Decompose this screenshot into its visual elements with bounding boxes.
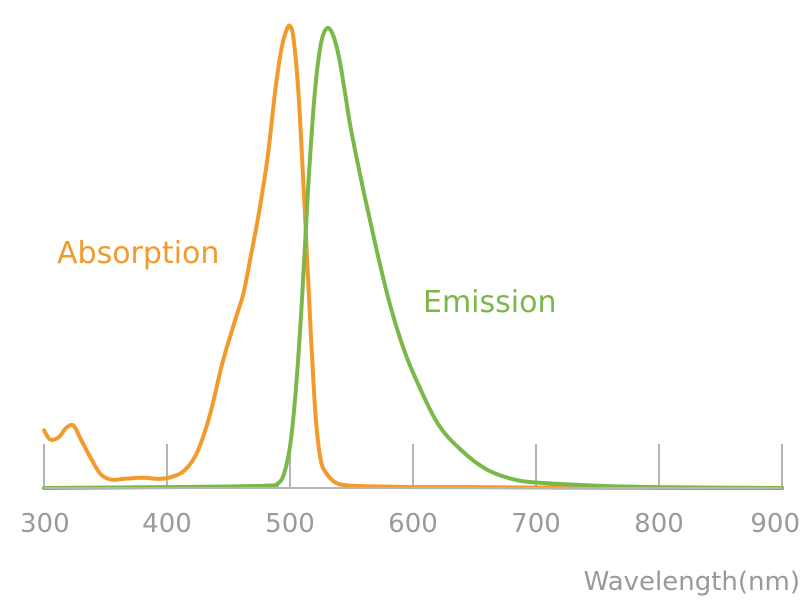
series-label-emission: Emission bbox=[423, 285, 556, 320]
x-tick-label-300: 300 bbox=[20, 509, 70, 539]
x-tick-label-800: 800 bbox=[634, 509, 684, 539]
tick-marks bbox=[43, 444, 783, 488]
x-tick-label-400: 400 bbox=[142, 509, 192, 539]
x-tick-label-700: 700 bbox=[511, 509, 561, 539]
x-tick-label-500: 500 bbox=[265, 509, 315, 539]
series-line-absorption bbox=[42, 23, 784, 491]
x-tick-labels: 300 400 500 600 700 800 900 bbox=[20, 509, 800, 539]
x-axis-title: Wavelength(nm) bbox=[584, 567, 800, 597]
x-tick-label-600: 600 bbox=[388, 509, 438, 539]
series-label-absorption: Absorption bbox=[57, 236, 219, 271]
series-lines bbox=[42, 23, 784, 491]
series-line-emission bbox=[42, 25, 784, 490]
x-tick-label-900: 900 bbox=[750, 509, 800, 539]
